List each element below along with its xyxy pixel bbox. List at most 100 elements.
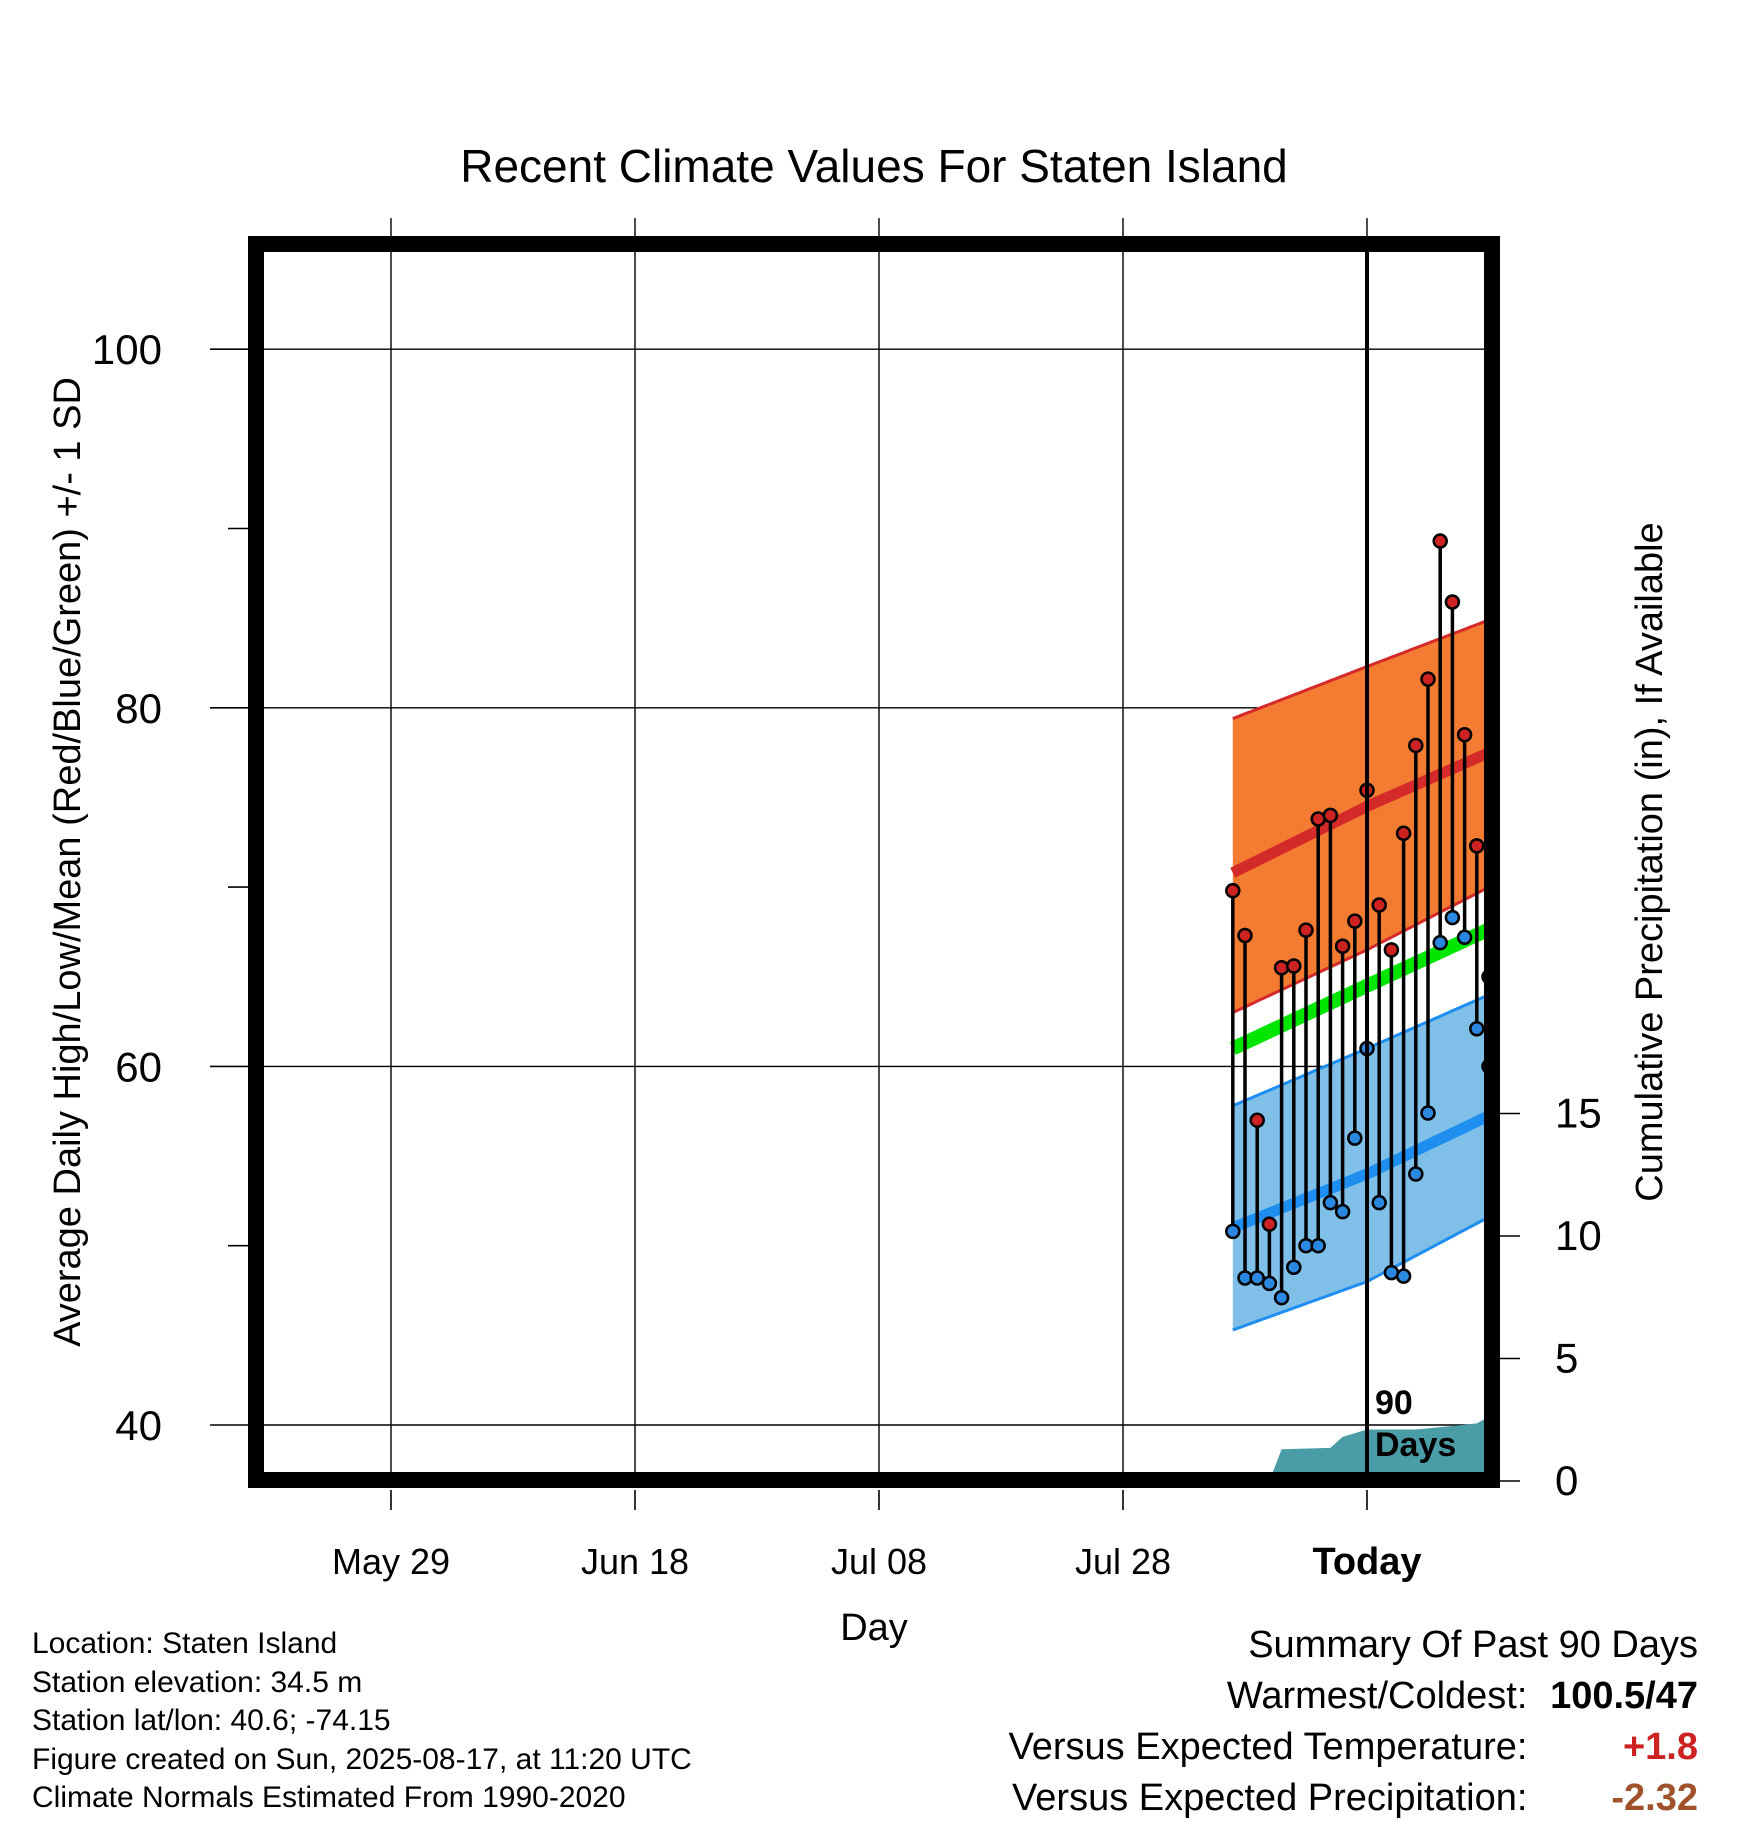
daily-low-point [1568, 1069, 1581, 1082]
warm-cold-value: 100.5/47 [1550, 1675, 1698, 1717]
station-info: Location: Staten Island Station elevatio… [32, 1625, 692, 1818]
daily-high-point [1237, 927, 1253, 944]
x-tick-label: Jul 28 [1075, 1541, 1171, 1582]
daily-high-point [1519, 533, 1532, 546]
y2-tick-label: 15 [1555, 1090, 1602, 1137]
daily-high-point [1592, 648, 1605, 661]
chart-title: Recent Climate Values For Staten Island [460, 140, 1288, 192]
daily-low-point [1714, 1004, 1727, 1017]
daily-low-point [1225, 1223, 1241, 1240]
daily-high-point [1556, 1033, 1569, 1046]
summary-temp-row: Versus Expected Temperature: +1.8 [1009, 1722, 1698, 1773]
daily-high-point [1334, 938, 1351, 955]
location-text: Location: Staten Island [32, 1627, 338, 1660]
daily-high-point [1298, 922, 1314, 938]
daily-low-point [1519, 936, 1532, 949]
daily-high-point [1727, 499, 1740, 512]
daily-high-point [1617, 635, 1630, 648]
daily-high-point [1653, 414, 1666, 427]
daily-low-point [1310, 1237, 1326, 1254]
daily-high-point [1605, 497, 1618, 510]
temp-value: +1.8 [1622, 1726, 1698, 1768]
daily-low-point [1580, 1019, 1593, 1032]
daily-high-point [1347, 913, 1363, 929]
y2-tick-label: 10 [1555, 1212, 1602, 1259]
daily-low-point [1702, 997, 1715, 1010]
y2-tick-label: 5 [1555, 1335, 1578, 1382]
high-lower-line [1232, 886, 1486, 1014]
daily-high-point [1432, 533, 1448, 549]
daily-low-point [1347, 1130, 1363, 1146]
x-tick-label: Today [1312, 1541, 1421, 1583]
daily-low-point [1420, 1105, 1436, 1121]
daily-low-point [1690, 949, 1703, 962]
summary-panel: Summary Of Past 90 Days Warmest/Coldest:… [1009, 1620, 1698, 1824]
daily-low-point [1286, 1259, 1302, 1275]
daily-low-point [1739, 873, 1748, 886]
daily-high-point [1408, 737, 1424, 754]
summary-title: Summary Of Past 90 Days [1248, 1624, 1698, 1666]
latlon-text: Station lat/lon: 40.6; -74.15 [32, 1704, 391, 1737]
daily-low-point [1617, 942, 1630, 955]
x-tick-label: May 29 [332, 1541, 450, 1582]
summary-precip-row: Versus Expected Precipitation: -2.32 [1009, 1773, 1698, 1824]
daily-high-point [1444, 594, 1461, 610]
summary-warm-cold-row: Warmest/Coldest: 100.5/47 [1009, 1671, 1698, 1722]
y-tick-label: 60 [115, 1043, 162, 1090]
y-tick-label: 100 [92, 326, 162, 373]
daily-low-point [1444, 909, 1461, 926]
daily-high-point [1395, 825, 1412, 842]
daily-low-point [1371, 1194, 1387, 1211]
daily-high-point [1225, 882, 1241, 899]
daily-low-point [1678, 712, 1691, 725]
daily-low-point [1432, 934, 1448, 951]
precipitation-area [1272, 1418, 1486, 1474]
daily-low-point [1395, 1268, 1412, 1284]
daily-low-point [1592, 983, 1605, 996]
daily-low-point [1249, 1270, 1265, 1286]
plot-border [248, 236, 1500, 1488]
daily-high-point [1507, 642, 1520, 655]
temp-label: Versus Expected Temperature: [1008, 1726, 1528, 1768]
precip-label: Versus Expected Precipitation: [1012, 1777, 1528, 1819]
plot-area [1225, 250, 1748, 1474]
elevation-text: Station elevation: 34.5 m [32, 1665, 363, 1699]
low-lower-line [1232, 1216, 1486, 1332]
daily-high-point [1456, 726, 1473, 743]
daily-high-point [1544, 938, 1557, 951]
daily-high-point [1739, 533, 1748, 546]
x-axis-label: Day [840, 1607, 908, 1649]
daily-high-point [1690, 612, 1703, 625]
daily-high-point [1371, 897, 1387, 913]
high-upper-line [1232, 619, 1486, 720]
daily-high-point [1383, 942, 1400, 958]
normal-mean-line [1229, 922, 1486, 1055]
daily-low-point [1456, 929, 1473, 946]
daily-low-point [1322, 1194, 1339, 1211]
normal-high-line [1230, 747, 1486, 878]
plot-frame: 90 Days [248, 236, 1500, 1488]
daily-low-point [1727, 787, 1740, 800]
daily-low-point [1334, 1203, 1351, 1220]
daily-high-point [1531, 760, 1544, 773]
daily-high-point [1261, 1216, 1278, 1232]
y2-axis-label: Cumulative Precipitation (in), If Availa… [1629, 522, 1671, 1201]
daily-low-point [1531, 970, 1544, 983]
daily-high-point [1286, 958, 1302, 974]
today-days-label: Days [1375, 1426, 1456, 1464]
precip-value: -2.32 [1611, 1777, 1698, 1819]
daily-low-point [1605, 886, 1618, 899]
daily-low-point [1507, 1003, 1520, 1016]
x-tick-label: Jul 08 [831, 1541, 927, 1582]
daily-high-point [1322, 807, 1339, 824]
normal-low-line [1230, 1111, 1486, 1233]
daily-high-point [1666, 334, 1679, 347]
y-tick-label: 40 [115, 1402, 162, 1449]
daily-high-point [1702, 902, 1715, 915]
daily-high-point [1249, 1112, 1265, 1128]
daily-low-point [1261, 1275, 1278, 1292]
daily-high-point [1273, 960, 1290, 976]
y2-tick-label: 0 [1555, 1457, 1578, 1504]
